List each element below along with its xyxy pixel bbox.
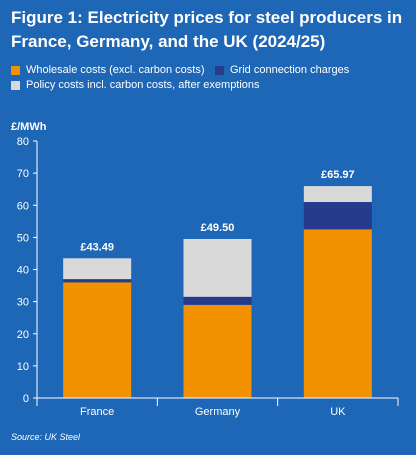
y-tick-label: 30 xyxy=(17,297,29,309)
x-tick-label-france: France xyxy=(80,406,114,418)
legend-item-policy: Policy costs incl. carbon costs, after e… xyxy=(11,78,260,93)
total-label-france: £43.49 xyxy=(80,241,114,253)
legend-item-wholesale: Wholesale costs (excl. carbon costs) xyxy=(11,63,205,78)
total-label-germany: £49.50 xyxy=(201,222,235,234)
bar-uk-policy xyxy=(303,186,372,203)
source-note: Source: UK Steel xyxy=(11,432,81,442)
legend-label-grid: Grid connection charges xyxy=(230,64,350,76)
chart-title: Figure 1: Electricity prices for steel p… xyxy=(11,8,403,51)
bar-france-grid xyxy=(63,279,132,283)
legend-label-policy: Policy costs incl. carbon costs, after e… xyxy=(26,79,260,91)
y-axis-unit: £/MWh xyxy=(11,121,47,133)
y-tick-label: 60 xyxy=(17,200,29,212)
y-tick-label: 70 xyxy=(17,168,29,180)
bar-germany-policy xyxy=(183,238,252,297)
legend-swatch-wholesale xyxy=(11,66,20,75)
bar-uk-wholesale xyxy=(303,229,372,398)
x-tick-label-germany: Germany xyxy=(195,406,241,418)
y-tick-label: 0 xyxy=(23,393,29,405)
y-tick-label: 10 xyxy=(17,361,29,373)
bar-germany-grid xyxy=(183,296,252,305)
bar-germany-wholesale xyxy=(183,304,252,398)
legend-item-grid: Grid connection charges xyxy=(215,63,349,78)
bar-uk-grid xyxy=(303,202,372,230)
total-label-uk: £65.97 xyxy=(321,169,355,181)
y-tick-label: 20 xyxy=(17,329,29,341)
y-tick-label: 40 xyxy=(17,265,29,277)
legend-swatch-policy xyxy=(11,81,20,90)
legend-swatch-grid xyxy=(215,66,224,75)
x-tick-label-uk: UK xyxy=(330,406,346,418)
bar-france-policy xyxy=(63,258,132,280)
y-tick-label: 80 xyxy=(17,136,29,148)
legend-label-wholesale: Wholesale costs (excl. carbon costs) xyxy=(26,64,205,76)
bar-france-wholesale xyxy=(63,282,132,398)
y-tick-label: 50 xyxy=(17,232,29,244)
